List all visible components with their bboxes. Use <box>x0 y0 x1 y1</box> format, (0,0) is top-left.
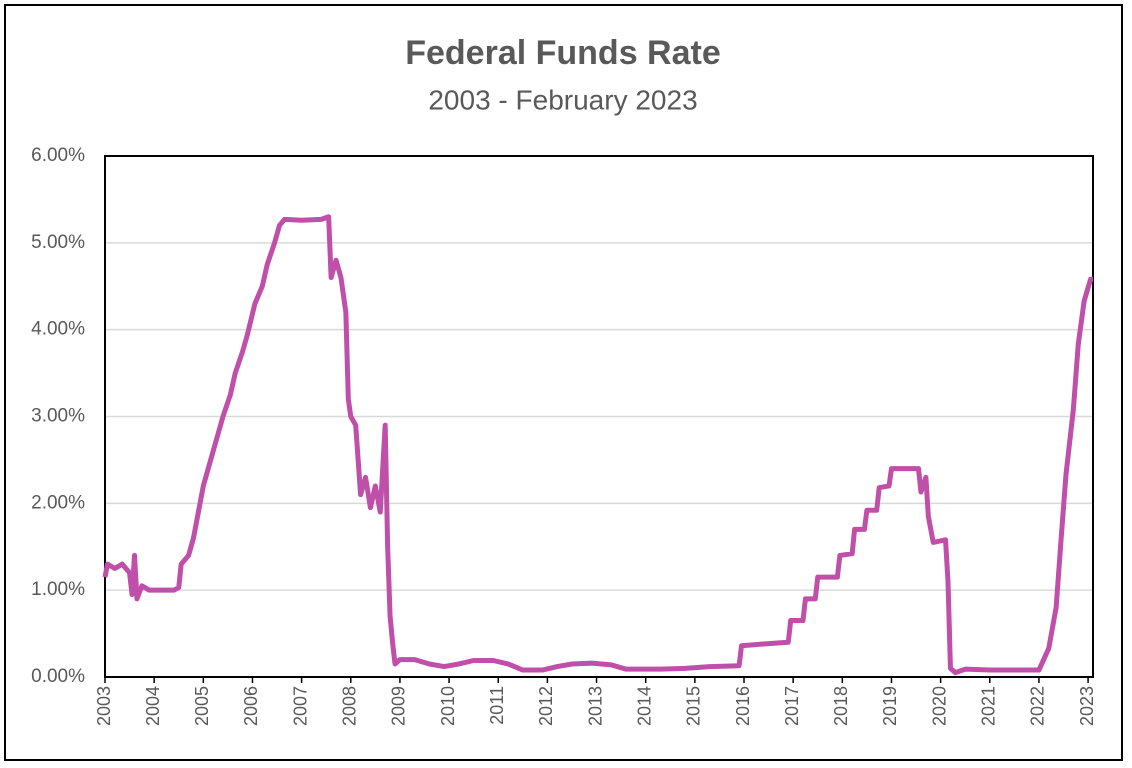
y-tick-label: 4.00% <box>31 319 85 340</box>
x-tick-label: 2008 <box>340 686 360 726</box>
y-tick-label: 6.00% <box>31 145 85 166</box>
x-tick-label: 2016 <box>733 686 753 726</box>
x-tick-label: 2006 <box>241 686 261 726</box>
x-tick-label: 2015 <box>684 686 704 726</box>
x-tick-label: 2009 <box>389 686 409 726</box>
y-tick-label: 0.00% <box>31 666 85 687</box>
x-tick-label: 2003 <box>94 686 114 726</box>
x-tick-label: 2012 <box>536 686 556 726</box>
x-tick-label: 2017 <box>782 686 802 726</box>
x-tick-label: 2020 <box>929 686 949 726</box>
x-tick-label: 2023 <box>1077 686 1097 726</box>
x-tick-label: 2011 <box>487 686 507 725</box>
plot-border <box>104 155 1094 678</box>
chart-title: Federal Funds Rate <box>405 34 721 72</box>
x-tick-label: 2004 <box>143 686 163 726</box>
x-tick-label: 2022 <box>1028 686 1048 726</box>
x-tick-label: 2005 <box>192 686 212 726</box>
series-line <box>102 214 1094 676</box>
y-tick-label: 5.00% <box>31 232 85 253</box>
x-tick-label: 2019 <box>880 686 900 726</box>
x-tick-label: 2007 <box>290 686 310 726</box>
x-tick-label: 2014 <box>634 686 654 726</box>
y-tick-label: 1.00% <box>31 579 85 600</box>
y-tick-label: 3.00% <box>31 406 85 427</box>
x-tick-label: 2018 <box>831 686 851 726</box>
x-tick-label: 2013 <box>585 686 605 726</box>
chart-border <box>4 4 1123 761</box>
x-tick-label: 2010 <box>438 686 458 726</box>
chart-subtitle: 2003 - February 2023 <box>428 84 697 115</box>
y-tick-label: 2.00% <box>31 492 85 513</box>
x-tick-label: 2021 <box>979 686 999 726</box>
